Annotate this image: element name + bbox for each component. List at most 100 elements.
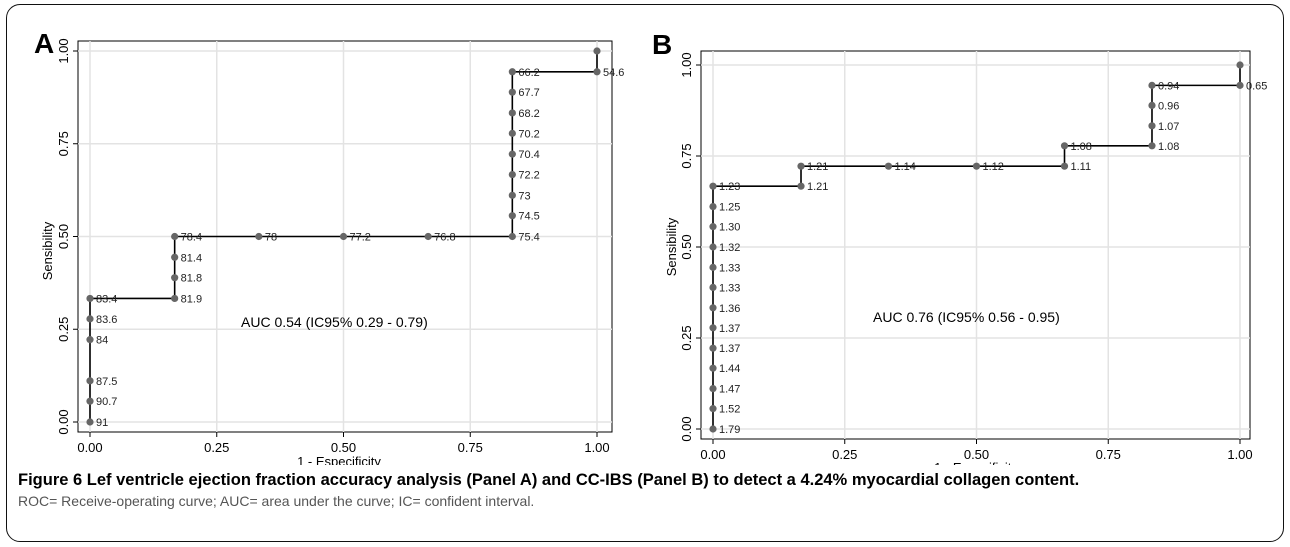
roc-point — [86, 315, 94, 323]
point-label: 72.2 — [518, 170, 539, 182]
roc-point — [1148, 142, 1156, 150]
point-label: 1.33 — [719, 282, 740, 294]
plot-area-B — [700, 50, 1251, 440]
roc-point — [709, 344, 717, 352]
point-label: 1.33 — [719, 262, 740, 274]
point-label: 81.8 — [181, 273, 202, 285]
figure-caption: Figure 6 Lef ventricle ejection fraction… — [18, 469, 1273, 511]
x-tick-label: 0.25 — [832, 447, 857, 462]
roc-point — [709, 243, 717, 251]
point-label: 74.5 — [518, 211, 539, 223]
figure-frame — [6, 4, 1284, 542]
point-label: 1.21 — [807, 181, 828, 193]
roc-point — [255, 232, 263, 241]
auc-annotation: AUC 0.76 (IC95% 0.56 - 0.95) — [873, 309, 1060, 325]
roc-point — [1236, 81, 1244, 89]
x-tick-label: 0.50 — [331, 440, 356, 455]
point-label: 1.08 — [1071, 141, 1092, 153]
roc-point — [508, 232, 516, 241]
point-label: 73 — [518, 190, 530, 202]
x-axis-label: 1 - Especificity — [297, 454, 381, 465]
y-tick-label: 0.50 — [679, 234, 694, 259]
roc-point — [508, 88, 516, 96]
point-label: 78 — [265, 232, 277, 244]
roc-point — [1060, 162, 1069, 170]
point-label: 1.52 — [719, 404, 740, 416]
point-label: 91 — [96, 417, 108, 429]
point-label: 1.11 — [1071, 161, 1092, 173]
point-label: 77.2 — [350, 232, 371, 244]
roc-point — [709, 223, 717, 231]
point-label: 68.2 — [518, 108, 539, 120]
point-label: 1.37 — [719, 323, 740, 335]
roc-point — [171, 294, 179, 303]
point-label: 1.12 — [983, 161, 1004, 173]
point-label: 1.36 — [719, 303, 740, 315]
point-label: 0.65 — [1246, 80, 1267, 92]
roc-point — [884, 162, 893, 170]
point-label: 66.2 — [518, 67, 539, 79]
panel-label: B — [652, 29, 672, 60]
roc-point — [86, 377, 94, 385]
y-tick-label: 0.50 — [56, 224, 71, 249]
point-label: 0.96 — [1158, 100, 1179, 112]
point-label: 75.4 — [518, 232, 539, 244]
roc-point — [86, 336, 94, 344]
roc-point — [709, 384, 717, 393]
point-label: 1.47 — [719, 384, 740, 396]
x-tick-label: 0.50 — [964, 447, 989, 462]
panel-label: A — [34, 28, 54, 59]
point-label: 84 — [96, 335, 108, 347]
roc-point — [709, 182, 717, 190]
roc-point — [709, 425, 717, 433]
point-label: 78.4 — [181, 232, 202, 244]
point-label: 1.32 — [719, 242, 740, 254]
y-tick-label: 0.25 — [679, 325, 694, 350]
x-tick-label: 1.00 — [1227, 447, 1252, 462]
roc-point — [709, 405, 717, 413]
y-tick-label: 0.00 — [679, 416, 694, 441]
y-tick-label: 1.00 — [56, 38, 71, 63]
roc-point — [508, 191, 516, 199]
point-label: 54.6 — [603, 67, 624, 79]
point-label: 70.2 — [518, 128, 539, 140]
y-tick-label: 0.00 — [56, 409, 71, 434]
point-label: 83.6 — [96, 314, 117, 326]
roc-point — [86, 418, 94, 426]
point-label: 81.4 — [181, 252, 202, 264]
roc-point — [593, 47, 601, 55]
point-label: 1.23 — [719, 181, 740, 193]
caption-note: ROC= Receive-operating curve; AUC= area … — [18, 493, 535, 509]
point-label: 70.4 — [518, 149, 539, 161]
caption-title-line: Figure 6 Lef ventricle ejection fraction… — [18, 469, 1273, 491]
y-axis-label: Sensibility — [664, 217, 679, 276]
point-label: 1.79 — [719, 424, 740, 436]
point-label: 1.07 — [1158, 121, 1179, 133]
x-tick-label: 0.25 — [204, 440, 229, 455]
x-tick-label: 0.00 — [700, 447, 725, 462]
roc-point — [86, 397, 94, 405]
roc-point — [1148, 122, 1156, 130]
y-tick-label: 0.75 — [679, 143, 694, 168]
roc-point — [508, 109, 516, 117]
roc-point — [709, 364, 717, 372]
point-label: 81.9 — [181, 293, 202, 305]
roc-point — [171, 253, 179, 261]
roc-point — [508, 68, 516, 76]
caption-title: Figure 6 Lef ventricle ejection fraction… — [18, 471, 1080, 489]
y-tick-label: 1.00 — [679, 52, 694, 77]
point-label: 1.14 — [894, 161, 915, 173]
point-label: 87.5 — [96, 376, 117, 388]
y-axis-label: Sensibility — [40, 221, 55, 280]
roc-point — [797, 182, 805, 190]
point-label: 83.4 — [96, 293, 117, 305]
roc-point — [508, 129, 516, 137]
roc-point — [709, 304, 717, 312]
point-label: 1.25 — [719, 202, 740, 214]
roc-point — [171, 274, 179, 282]
roc-point — [171, 232, 179, 241]
roc-point — [709, 202, 717, 211]
roc-point — [709, 324, 717, 332]
x-tick-label: 0.00 — [77, 440, 102, 455]
x-axis-label: 1 - Especificity — [934, 460, 1018, 465]
